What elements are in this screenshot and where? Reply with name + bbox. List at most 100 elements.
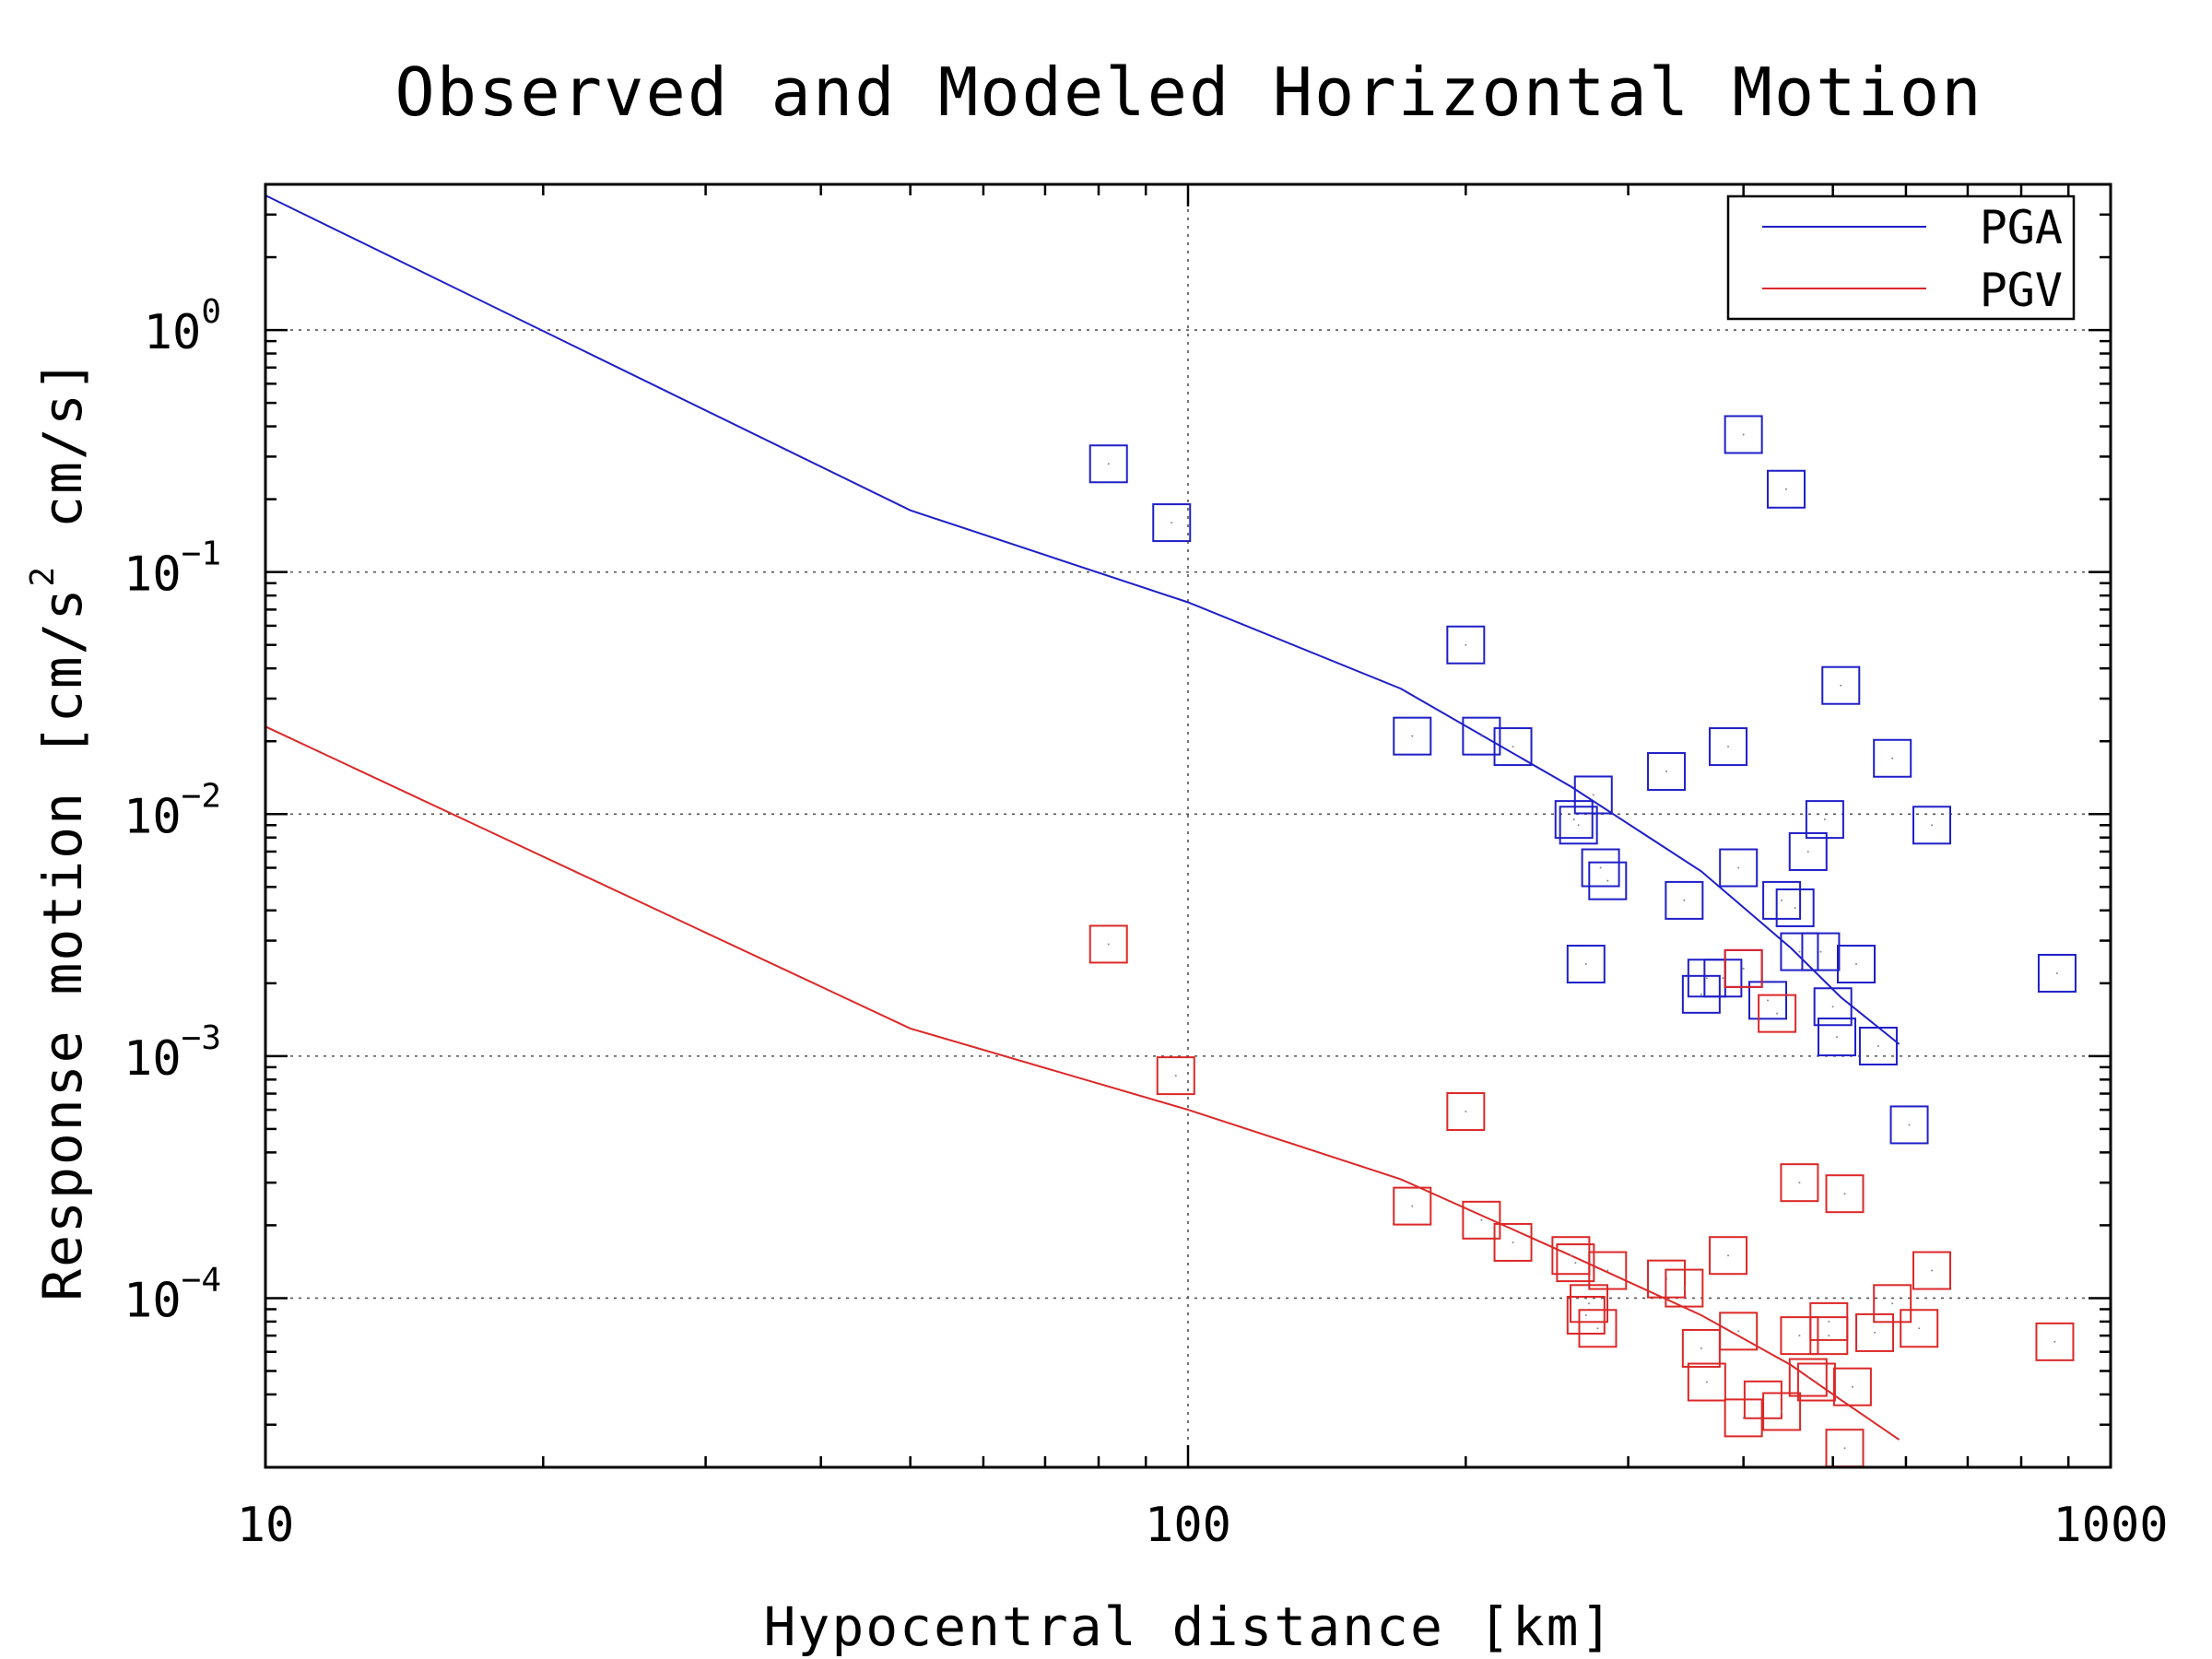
data-point-center-pgv [1465, 1111, 1467, 1113]
data-point-center-pga [1722, 977, 1724, 980]
data-point-center-pgv [1584, 1313, 1587, 1316]
data-point-center-pga [1742, 433, 1745, 436]
data-point-center-pga [1683, 899, 1686, 901]
data-point-pga [1681, 974, 1721, 1014]
series-line-pga [265, 194, 1900, 1045]
data-point-center-pga [1727, 746, 1730, 748]
data-point-center-pgv [1705, 1381, 1708, 1383]
chart-title: Observed and Modeled Horizontal Motion [394, 53, 1983, 131]
data-point-center-pgv [1891, 1302, 1894, 1305]
data-point-center-pga [1411, 735, 1414, 737]
data-point-pgv [1780, 1163, 1819, 1203]
data-point-center-pga [1665, 771, 1668, 773]
data-point-pga [1889, 1105, 1929, 1145]
data-point-pga [1493, 727, 1533, 767]
data-point-center-pgv [1727, 1254, 1730, 1257]
data-point-pga [1393, 716, 1432, 756]
y-tick-exponent: −3 [182, 1019, 221, 1057]
data-point-center-pgv [1174, 1075, 1177, 1077]
y-tick-base: 10 [124, 1031, 182, 1087]
y-tick-label: 10−3 [124, 1019, 221, 1087]
data-point-center-pgv [1742, 1417, 1745, 1419]
data-point-center-pgv [1606, 1269, 1609, 1272]
data-point-pga [1912, 806, 1951, 845]
data-point-pgv [1088, 924, 1128, 964]
data-point-pga [1813, 987, 1853, 1027]
data-point-center-pgv [1781, 1410, 1783, 1413]
data-point-center-pgv [1798, 1182, 1801, 1184]
data-point-pga [1821, 665, 1861, 705]
data-point-pga [1817, 1018, 1856, 1057]
data-point-center-pga [1855, 963, 1858, 966]
data-point-pga [1775, 888, 1815, 927]
data-point-center-pga [1767, 999, 1770, 1002]
data-point-center-pgv [1843, 1447, 1846, 1450]
data-point-pgv [2035, 1322, 2075, 1361]
data-point-center-pga [1835, 1036, 1838, 1039]
y-tick-label: 10−2 [124, 777, 221, 844]
data-point-center-pgv [1742, 967, 1745, 970]
data-point-center-pga [1930, 824, 1933, 827]
data-point-center-pgv [1815, 1381, 1818, 1383]
data-point-center-pga [1171, 522, 1173, 524]
data-point-pgv [1556, 1243, 1595, 1283]
data-point-pgv [1493, 1222, 1533, 1262]
series-markers [1088, 415, 2077, 1468]
data-point-pga [1724, 415, 1763, 454]
data-point-pgv [1796, 1362, 1836, 1402]
data-point-pgv [1446, 1092, 1486, 1132]
data-point-center-pgv [1737, 1330, 1740, 1333]
data-point-pgv [1788, 1358, 1828, 1397]
y-tick-base: 10 [144, 305, 202, 360]
data-point-pgv [1578, 1309, 1618, 1348]
y-axis-label-main: Response motion [cm/s [31, 586, 94, 1300]
data-point-pgv [1566, 1295, 1606, 1335]
data-point-center-pgv [1596, 1327, 1599, 1330]
data-point-pga [1462, 716, 1501, 756]
data-point-pga [1719, 848, 1759, 888]
data-point-center-pga [1785, 488, 1788, 490]
grid-lines [265, 184, 2111, 1467]
x-tick-label: 1000 [2053, 1498, 2168, 1553]
data-point-center-pga [1737, 866, 1740, 869]
axis-ticks [264, 182, 2111, 1469]
y-tick-base: 10 [124, 789, 182, 844]
x-tick-labels: 10 100 1000 [237, 1498, 2169, 1553]
data-point-pgv [1681, 1328, 1721, 1368]
data-point-pga [1581, 848, 1620, 888]
data-point-pgv [1570, 1284, 1609, 1324]
legend-label-pgv: PGV [1980, 264, 2063, 317]
y-tick-exponent: 0 [201, 293, 221, 331]
data-point-center-pgv [1480, 1218, 1483, 1221]
data-point-pga [1152, 503, 1192, 543]
data-point-pgv [1758, 994, 1797, 1033]
data-point-pgv [1724, 1398, 1763, 1438]
data-point-pgv [1393, 1186, 1432, 1226]
data-point-center-pgv [1588, 1302, 1591, 1305]
data-point-pga [2037, 953, 2077, 993]
y-tick-label: 10−4 [124, 1261, 221, 1328]
data-point-center-pga [1891, 757, 1894, 759]
data-point-center-pgv [1776, 1012, 1779, 1015]
data-point-pgv [1156, 1056, 1195, 1096]
data-point-pga [1665, 880, 1704, 920]
data-point-pgv [1809, 1316, 1849, 1356]
x-tick-label: 100 [1145, 1498, 1231, 1553]
data-point-pga [1858, 1026, 1898, 1065]
data-point-center-pga [1512, 746, 1514, 748]
data-point-pgv [1855, 1312, 1895, 1352]
data-point-pga [1554, 800, 1594, 840]
data-point-pga [1780, 932, 1819, 971]
data-point-pga [1559, 806, 1598, 845]
data-point-center-pga [1908, 1124, 1911, 1126]
data-point-center-pgv [1874, 1331, 1877, 1334]
data-point-pga [1837, 945, 1877, 984]
data-point-pga [1709, 727, 1748, 767]
y-tick-label: 100 [144, 293, 221, 360]
data-point-center-pga [1806, 850, 1809, 853]
data-point-pga [1088, 444, 1128, 484]
data-point-center-pga [1606, 879, 1609, 882]
y-axis-label-unit: cm/s] [31, 358, 94, 528]
